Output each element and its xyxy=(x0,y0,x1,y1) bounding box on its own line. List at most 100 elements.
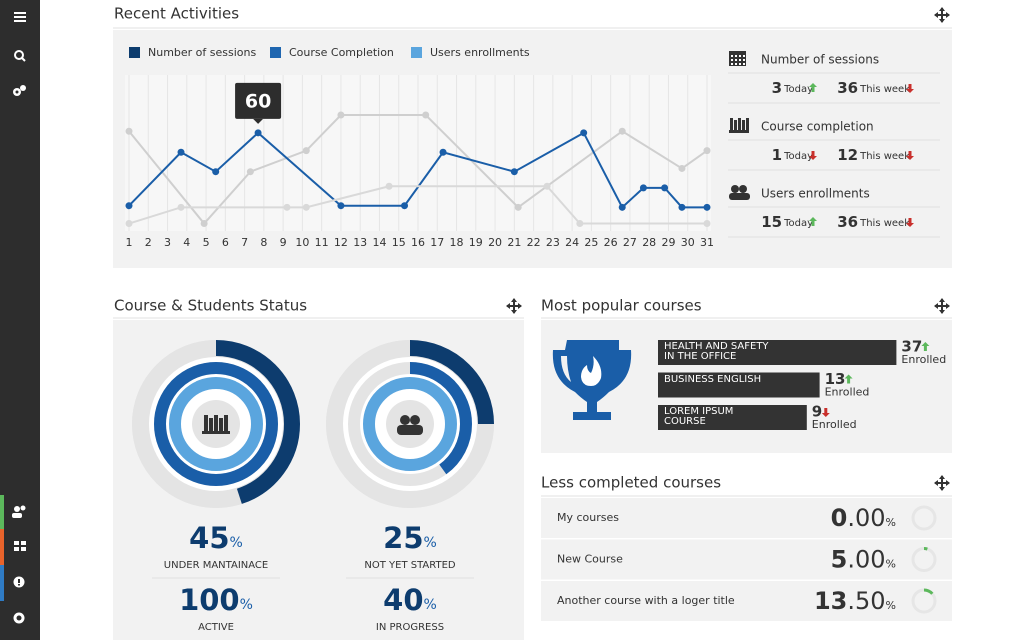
data-point xyxy=(639,184,647,192)
text-part: % xyxy=(886,516,896,529)
library-icon-part xyxy=(742,120,745,130)
text-part: 25 xyxy=(383,521,423,555)
x-tick-label: 30 xyxy=(681,236,695,249)
stat-value: 15 Today xyxy=(761,213,813,231)
move-icon-part xyxy=(939,19,945,23)
enrolled-count: 13 xyxy=(825,370,846,388)
data-point xyxy=(703,147,711,155)
donut-decor xyxy=(169,377,263,471)
text-part: % xyxy=(240,597,253,613)
data-point xyxy=(678,164,686,172)
data-point xyxy=(514,203,522,211)
donut-center xyxy=(386,400,434,448)
users-icon xyxy=(731,185,739,193)
panel-title: Most popular courses xyxy=(541,297,702,315)
data-point xyxy=(212,168,220,176)
move-icon[interactable] xyxy=(934,7,950,23)
data-point xyxy=(543,182,551,190)
x-tick-label: 20 xyxy=(488,236,502,249)
panel-title: Course & Students Status xyxy=(114,297,307,315)
enrolled-count: 37 xyxy=(901,338,922,356)
status-percent: 40% xyxy=(383,583,437,617)
course-bar xyxy=(658,372,820,398)
enrolled-label: Enrolled xyxy=(901,353,946,366)
stat-label: Number of sessions xyxy=(761,53,879,67)
books-icon-part xyxy=(219,418,223,431)
trend-down-arrow xyxy=(906,218,914,227)
series-line xyxy=(128,114,708,226)
progress-arc xyxy=(911,588,937,614)
panel-title: Recent Activities xyxy=(114,5,239,23)
data-point xyxy=(302,147,310,155)
text-part: % xyxy=(886,599,896,612)
course-row-name: My courses xyxy=(557,511,619,524)
x-tick-label: 8 xyxy=(260,236,267,249)
trend-up-arrow xyxy=(921,342,930,351)
course-row xyxy=(541,498,952,538)
x-tick-label: 19 xyxy=(469,236,483,249)
x-tick-label: 18 xyxy=(450,236,464,249)
stat-value: 3 Today xyxy=(772,79,813,97)
move-icon-part xyxy=(934,12,938,18)
x-tick-label: 13 xyxy=(353,236,367,249)
x-tick-label: 14 xyxy=(372,236,386,249)
x-tick-label: 12 xyxy=(334,236,348,249)
tooltip-pointer xyxy=(253,118,264,124)
help-icon[interactable] xyxy=(13,576,25,588)
data-point xyxy=(422,111,430,119)
trend-down-arrow xyxy=(906,84,914,93)
text-part: 40 xyxy=(383,583,423,617)
x-tick-label: 4 xyxy=(183,236,190,249)
data-point xyxy=(200,220,208,228)
globe-icon[interactable] xyxy=(13,612,25,624)
users-icon xyxy=(410,415,420,425)
data-point xyxy=(439,148,447,156)
course-name: HEALTH AND SAFETY IN THE OFFICE xyxy=(664,341,769,362)
move-icon-part xyxy=(946,480,950,486)
data-point xyxy=(246,168,254,176)
calendar-icon-part xyxy=(735,59,737,61)
legend-swatch xyxy=(270,47,281,58)
progress-ring xyxy=(132,340,300,508)
status-label: UNDER MANTAINACE xyxy=(164,560,268,571)
text-part: This week xyxy=(859,151,910,162)
x-tick-label: 6 xyxy=(222,236,229,249)
users-icon xyxy=(729,193,750,200)
text-part: 36 xyxy=(837,213,858,231)
text-part: .00 xyxy=(847,504,885,532)
move-icon[interactable] xyxy=(934,475,950,491)
dashboard-icon[interactable] xyxy=(14,541,26,551)
accent-orange xyxy=(0,529,4,565)
move-icon[interactable] xyxy=(506,298,522,314)
x-tick-label: 28 xyxy=(642,236,656,249)
accent-green xyxy=(0,495,4,529)
x-tick-label: 5 xyxy=(203,236,210,249)
x-tick-label: 11 xyxy=(315,236,329,249)
enrolled-count: 9 xyxy=(812,403,822,421)
search-icon[interactable] xyxy=(14,50,26,62)
text-part: 0 xyxy=(831,504,848,532)
move-icon-part xyxy=(939,7,945,11)
move-icon-part xyxy=(946,303,950,309)
course-row xyxy=(541,539,952,580)
trend-up-arrow xyxy=(844,374,853,384)
users-icon[interactable] xyxy=(12,505,26,519)
text-part: 5 xyxy=(831,546,848,574)
course-row-value: 13.50% xyxy=(814,587,896,615)
settings-icon[interactable] xyxy=(13,85,26,96)
text-part: 13 xyxy=(814,587,847,615)
calendar-icon-part xyxy=(743,63,745,65)
x-tick-label: 31 xyxy=(700,236,714,249)
data-point xyxy=(618,127,626,135)
course-row-value: 5.00% xyxy=(831,546,896,574)
move-icon[interactable] xyxy=(934,298,950,314)
text-part: % xyxy=(424,597,437,613)
text-part: 45 xyxy=(189,521,229,555)
books-icon-part xyxy=(209,418,213,431)
text-part: Today xyxy=(783,218,813,229)
users-icon xyxy=(400,415,410,425)
move-icon-part xyxy=(934,303,938,309)
data-point xyxy=(401,202,409,210)
x-tick-label: 25 xyxy=(584,236,598,249)
menu-icon[interactable] xyxy=(14,12,26,22)
